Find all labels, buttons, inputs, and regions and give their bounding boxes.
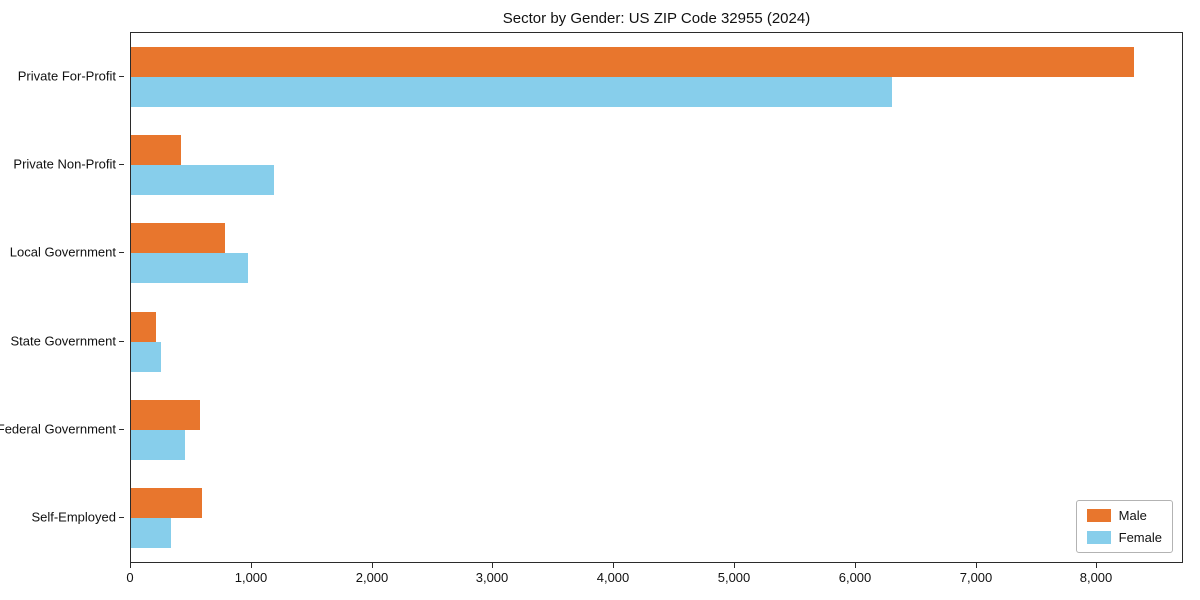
- x-tick: [492, 563, 493, 568]
- bar-female-federal-government: [131, 430, 185, 460]
- chart-title: Sector by Gender: US ZIP Code 32955 (202…: [502, 10, 811, 27]
- x-label-4-000: 4,000: [596, 570, 630, 585]
- y-label-self-employed: Self-Employed: [31, 509, 116, 525]
- x-tick: [855, 563, 856, 568]
- bar-male-private-non-profit: [131, 135, 181, 165]
- bar-male-federal-government: [131, 400, 200, 430]
- plot-area: Male Female: [130, 32, 1183, 563]
- y-tick: [119, 252, 124, 253]
- x-tick: [976, 563, 977, 568]
- bar-female-private-for-profit: [131, 77, 892, 107]
- bar-female-private-non-profit: [131, 165, 274, 195]
- bar-male-private-for-profit: [131, 47, 1134, 77]
- x-label-1-000: 1,000: [234, 570, 268, 585]
- x-tick: [372, 563, 373, 568]
- x-label-7-000: 7,000: [959, 570, 993, 585]
- x-label-2-000: 2,000: [355, 570, 389, 585]
- x-tick: [130, 563, 131, 568]
- legend-entry-female: Female: [1086, 530, 1162, 545]
- y-tick: [119, 517, 124, 518]
- legend: Male Female: [1075, 500, 1173, 553]
- x-label-3-000: 3,000: [475, 570, 509, 585]
- y-tick: [119, 164, 124, 165]
- legend-label-male: Male: [1118, 508, 1147, 523]
- y-tick: [119, 341, 124, 342]
- x-tick: [613, 563, 614, 568]
- x-label-5-000: 5,000: [717, 570, 751, 585]
- x-label-0: 0: [126, 570, 134, 585]
- y-tick: [119, 429, 124, 430]
- x-tick: [251, 563, 252, 568]
- y-label-state-government: State Government: [10, 333, 117, 349]
- y-label-private-for-profit: Private For-Profit: [17, 68, 116, 84]
- x-axis-labels: 0 1,000 2,000 3,000 4,000 5,000 6,000 7,000 8,00…: [126, 563, 1183, 589]
- y-label-private-non-profit: Private Non-Profit: [13, 156, 116, 172]
- bar-female-self-employed: [131, 518, 171, 548]
- y-label-federal-government: Federal Government: [0, 421, 116, 437]
- x-tick: [734, 563, 735, 568]
- legend-label-female: Female: [1118, 530, 1162, 545]
- legend-swatch-male: [1086, 509, 1111, 522]
- bar-male-local-government: [131, 223, 225, 253]
- x-label-6-000: 6,000: [838, 570, 872, 585]
- x-label-8-000: 8,000: [1079, 570, 1113, 585]
- bar-female-local-government: [131, 253, 248, 283]
- bar-female-state-government: [131, 342, 161, 372]
- y-axis-labels: Private For-Profit Private Non-Profit Loca…: [0, 32, 124, 563]
- x-tick: [1096, 563, 1097, 568]
- bar-male-state-government: [131, 312, 156, 342]
- y-tick: [119, 76, 124, 77]
- bar-male-self-employed: [131, 488, 202, 518]
- legend-swatch-female: [1086, 531, 1111, 544]
- legend-entry-male: Male: [1086, 508, 1162, 523]
- y-label-local-government: Local Government: [9, 244, 116, 260]
